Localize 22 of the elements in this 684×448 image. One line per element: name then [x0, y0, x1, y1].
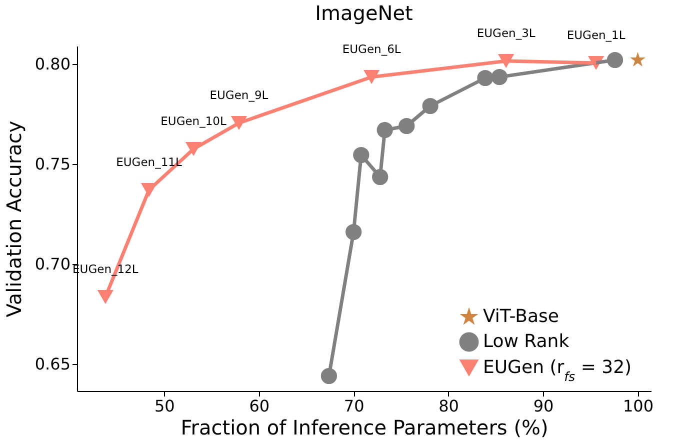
x-tick-label: 50 — [154, 396, 175, 416]
x-tick-label: 100 — [622, 396, 654, 416]
legend-label: EUGen (r$_{fs}$ = 32) — [483, 357, 632, 384]
x-tick-label: 80 — [438, 396, 459, 416]
y-tick-label: 0.70 — [34, 254, 70, 274]
x-tick-label: 70 — [344, 396, 364, 416]
chart-title: ImageNet — [315, 1, 414, 25]
annotation: EUGen_6L — [342, 42, 402, 56]
legend-label: Low Rank — [483, 331, 570, 352]
y-tick-label: 0.75 — [34, 154, 70, 174]
x-tick-label: 90 — [533, 396, 554, 416]
point — [630, 52, 646, 67]
annotation: EUGen_3L — [476, 26, 536, 40]
y-tick-label: 0.65 — [34, 354, 70, 374]
annotation: EUGen_1L — [566, 28, 626, 42]
annotation: EUGen_9L — [210, 88, 269, 102]
legend-label: ViT-Base — [483, 306, 559, 327]
x-tick-label: 60 — [249, 396, 270, 416]
x-axis-title: Fraction of Inference Parameters (%) — [180, 416, 548, 440]
y-axis-title: Validation Accuracy — [2, 120, 26, 318]
annotation: EUGen_10L — [160, 114, 227, 128]
y-tick-label: 0.80 — [34, 54, 70, 74]
